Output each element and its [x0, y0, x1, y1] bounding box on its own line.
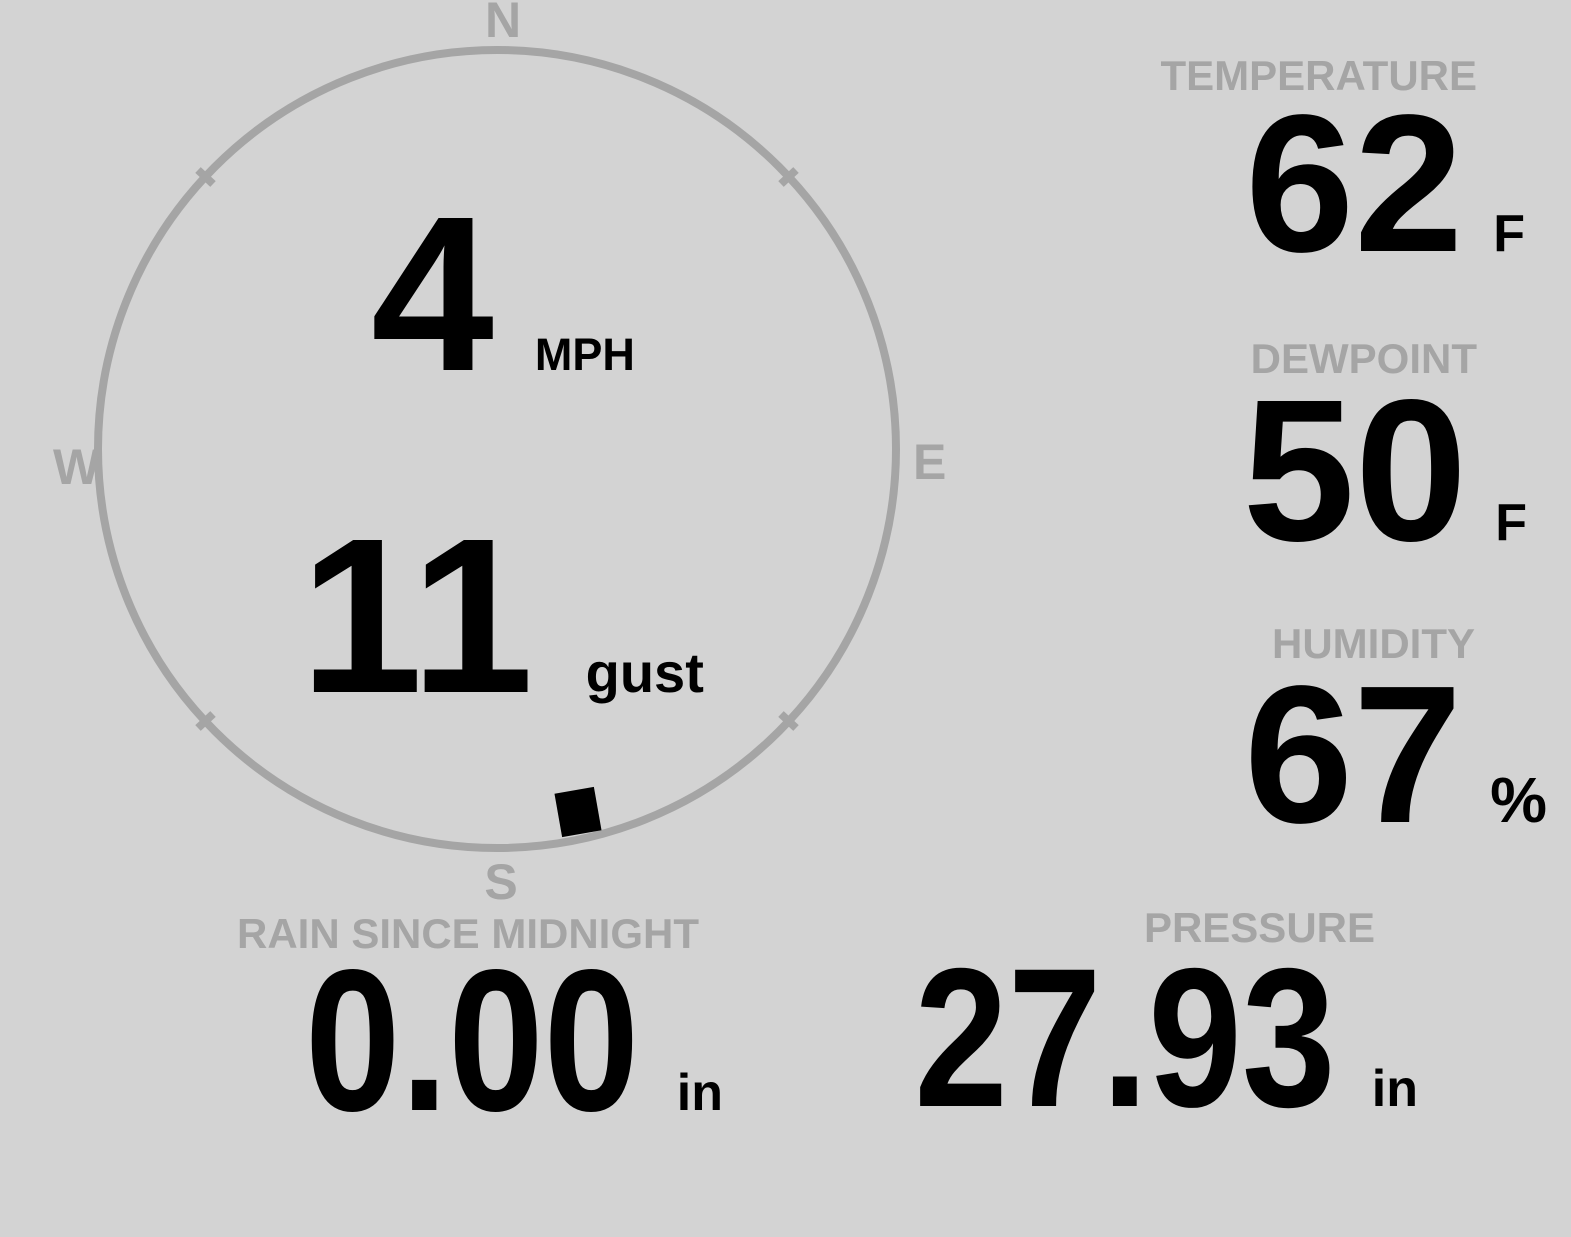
compass-tick-se — [778, 711, 799, 731]
rain-unit: in — [676, 1064, 723, 1122]
pressure-unit: in — [1371, 1060, 1418, 1118]
compass-tick-ne — [778, 167, 799, 187]
humidity-label: HUMIDITY — [1272, 620, 1475, 667]
dewpoint-unit: F — [1495, 494, 1527, 552]
pressure-value: 27.93 — [914, 927, 1336, 1148]
dewpoint-value: 50 — [1242, 357, 1468, 583]
rain-value: 0.00 — [304, 927, 639, 1153]
humidity-reading: 67 % — [1244, 657, 1547, 853]
compass-label-east: E — [913, 434, 947, 490]
dewpoint-reading: 50 F — [1243, 369, 1527, 571]
wind-gust-value: 11 — [300, 492, 534, 739]
wind-speed: 4 MPH — [371, 183, 635, 404]
wind-speed-value: 4 — [371, 170, 494, 417]
temperature-value: 62 — [1245, 74, 1464, 293]
temperature-reading: 62 F — [1245, 86, 1525, 282]
rain-label: RAIN SINCE MIDNIGHT — [237, 910, 699, 957]
humidity-value: 67 — [1244, 645, 1463, 864]
pressure-reading: 27.93 in — [840, 939, 1418, 1137]
compass-label-south: S — [484, 854, 518, 910]
wind-speed-unit: MPH — [534, 329, 635, 380]
rain-reading: 0.00 in — [246, 939, 723, 1141]
wind-gust: 11 gust — [300, 505, 704, 726]
temperature-label: TEMPERATURE — [1160, 52, 1477, 99]
wind-direction-marker — [554, 786, 602, 838]
humidity-unit: % — [1490, 764, 1547, 836]
compass-tick-nw — [195, 167, 216, 187]
compass-label-west: W — [53, 439, 101, 495]
compass-tick-sw — [195, 711, 216, 731]
compass-ring — [94, 46, 900, 852]
dewpoint-label: DEWPOINT — [1250, 335, 1477, 382]
temperature-unit: F — [1493, 205, 1525, 263]
wind-gust-unit: gust — [585, 641, 704, 704]
pressure-label: PRESSURE — [1143, 904, 1375, 951]
compass-label-north: N — [484, 0, 522, 48]
